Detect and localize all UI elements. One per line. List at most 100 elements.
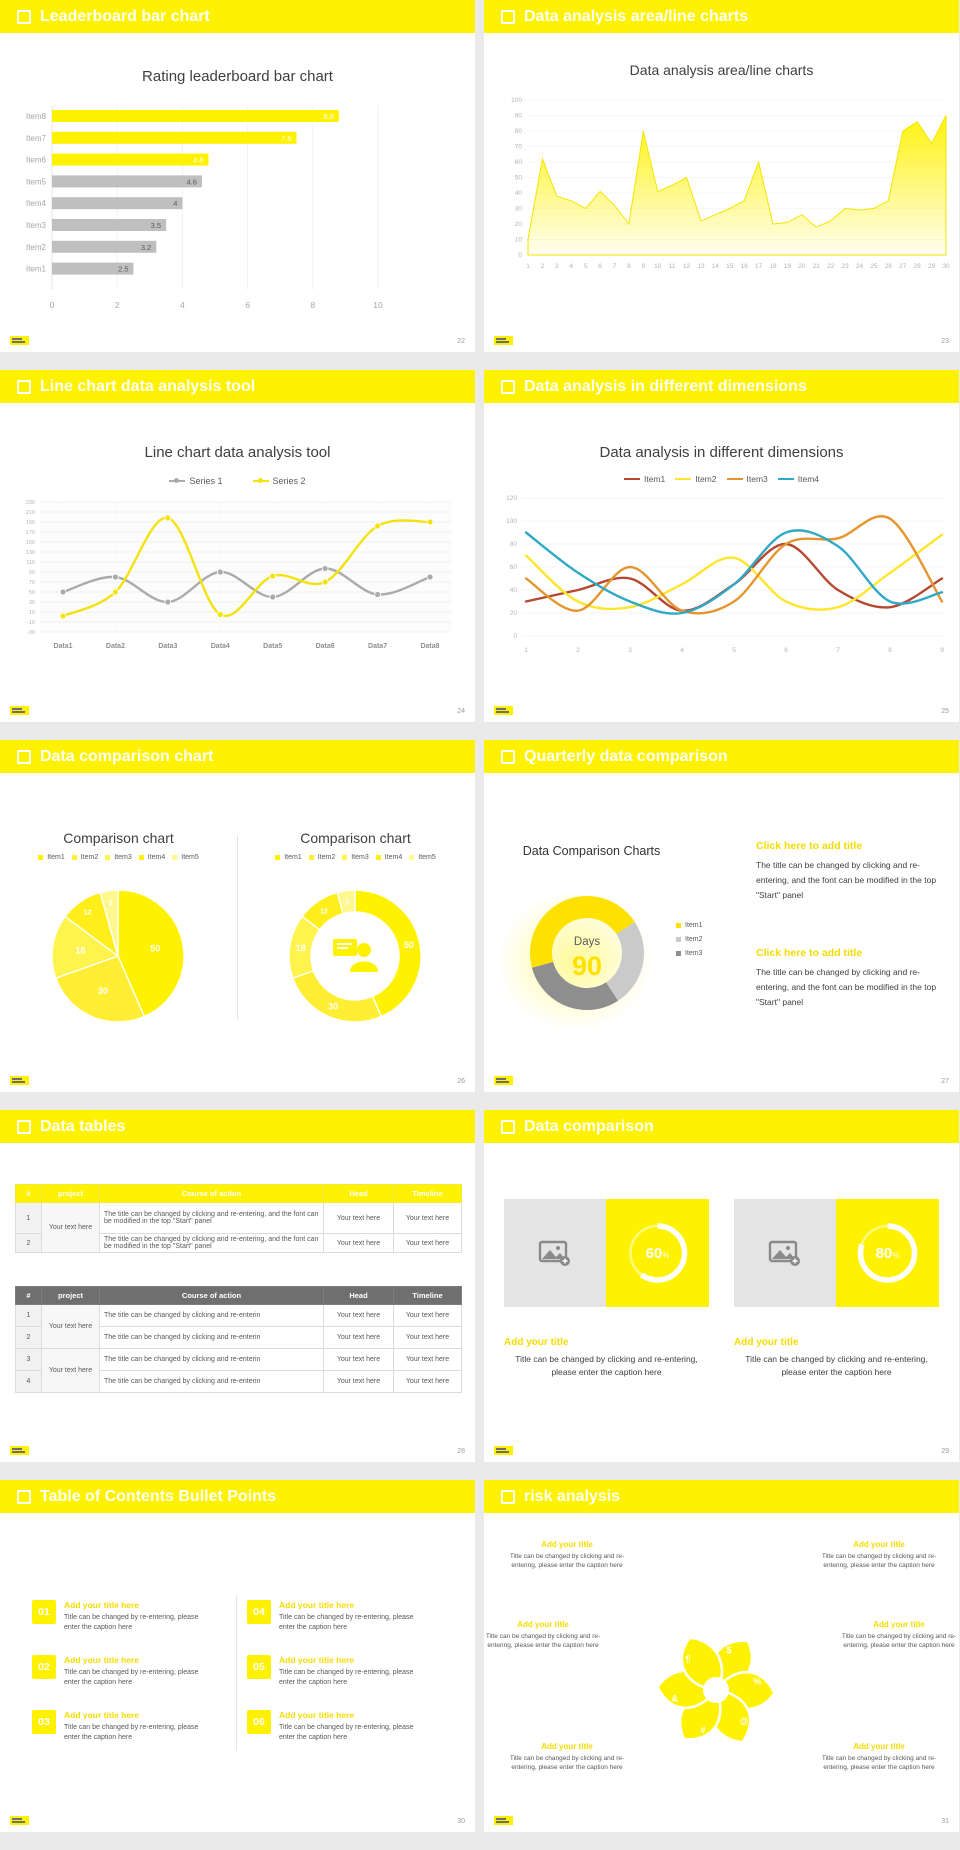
legend-item: Item1	[38, 854, 65, 861]
svg-text:7.5: 7.5	[281, 134, 291, 143]
table-yellow-container: # project Course of action Head Timeline 1 You…	[15, 1184, 462, 1253]
slide-dimensions-chart[interactable]: Data analysis in different dimensions Da…	[484, 370, 959, 722]
toc-item: Add your title here Title can be changed …	[279, 1600, 429, 1633]
svg-text:80: 80	[510, 541, 518, 548]
slide-risk-analysis[interactable]: risk analysis $% @ # & ¶ Add your title Title…	[484, 1480, 959, 1832]
legend-item: Item3	[342, 854, 369, 861]
svg-text:Data1: Data1	[53, 643, 72, 650]
svg-text:19: 19	[784, 263, 792, 270]
svg-text:6: 6	[784, 647, 788, 654]
percent-label: 80 %	[836, 1199, 939, 1307]
legend-item: Item5	[172, 854, 199, 861]
table-header-cell: Head	[323, 1184, 394, 1203]
risk-block-title: Add your title	[873, 1620, 925, 1629]
slide-data-tables[interactable]: Data tables # project Course of action Head…	[0, 1110, 475, 1462]
percent-sign: %	[662, 1251, 670, 1260]
table-cell: The title can be changed by clicking and…	[99, 1202, 324, 1234]
slide-header: Table of Contents Bullet Points	[0, 1480, 475, 1513]
svg-text:1: 1	[526, 263, 530, 270]
svg-text:0: 0	[513, 633, 517, 640]
svg-text:80: 80	[515, 128, 523, 135]
block-title: Click here to add title	[756, 840, 863, 852]
table-cell: Your text here	[393, 1233, 462, 1253]
brand-logo	[10, 336, 29, 345]
svg-text:12: 12	[84, 909, 92, 916]
svg-text:40: 40	[515, 190, 523, 197]
risk-text-block: Add your title Title can be changed by cl…	[502, 1742, 632, 1773]
percent-ring-panel: 60 %	[606, 1199, 709, 1307]
table-cell: Your text here	[323, 1202, 394, 1234]
svg-text:50: 50	[515, 175, 523, 182]
chart-legend: Item1 Item2 Item3 Item4 Item5	[0, 854, 237, 861]
slide-area-line-charts[interactable]: Data analysis area/line charts Data anal…	[484, 0, 959, 352]
slide-header-title: Quarterly data comparison	[524, 747, 728, 765]
svg-text:7: 7	[613, 263, 617, 270]
chart-icon: %	[753, 1676, 761, 1686]
svg-text:2: 2	[576, 647, 580, 654]
svg-text:Days: Days	[574, 936, 600, 948]
toc-item-title: Add your title here	[64, 1655, 140, 1665]
table-cell: Your text here	[393, 1326, 462, 1349]
svg-text:4: 4	[173, 199, 177, 208]
table-row: 2 The title can be changed by clicking an…	[15, 1233, 462, 1253]
chart-title: Rating leaderboard bar chart	[142, 68, 333, 85]
slide-leaderboard-bar-chart[interactable]: Leaderboard bar chart Rating leaderboard…	[0, 0, 475, 352]
brand-logo	[494, 336, 513, 345]
toc-item-caption: Title can be changed by re-entering, ple…	[279, 1614, 414, 1631]
svg-text:22: 22	[827, 263, 835, 270]
legend-item: Item1	[676, 922, 703, 929]
svg-text:Item6: Item6	[26, 156, 47, 165]
table-header-cell: Head	[323, 1286, 394, 1305]
percent-ring	[627, 1223, 688, 1283]
chart-title: Comparison chart	[300, 830, 411, 846]
svg-text:28: 28	[914, 263, 922, 270]
toc-item-title: Add your title here	[64, 1600, 140, 1610]
risk-block-title: Add your title	[853, 1540, 905, 1549]
svg-text:40: 40	[510, 587, 518, 594]
svg-text:20: 20	[510, 610, 518, 617]
svg-text:Item7: Item7	[26, 134, 47, 143]
chart-title: Data analysis in different dimensions	[599, 444, 844, 461]
svg-text:50: 50	[150, 943, 160, 953]
svg-text:1: 1	[524, 647, 528, 654]
page-number: 30	[457, 1818, 465, 1825]
pinwheel-diagram: $% @ # & ¶	[656, 1636, 776, 1744]
slide-header: Data comparison chart	[0, 740, 475, 773]
svg-text:16: 16	[741, 263, 749, 270]
svg-text:170: 170	[26, 530, 35, 536]
risk-block-caption: Title can be changed by clicking and re-…	[821, 1553, 937, 1570]
svg-text:100: 100	[506, 518, 517, 525]
page-number: 26	[457, 1078, 465, 1085]
slide-data-comparison-cards[interactable]: Data comparison 60 %	[484, 1110, 959, 1462]
toc-item-caption: Title can be changed by re-entering, ple…	[64, 1669, 199, 1686]
svg-text:Item2: Item2	[26, 243, 47, 252]
svg-text:5: 5	[346, 900, 350, 907]
image-placeholder	[504, 1199, 606, 1307]
svg-text:60: 60	[515, 159, 523, 166]
svg-text:5: 5	[109, 901, 113, 908]
table-row: 3 Your text here The title can be changed …	[15, 1348, 462, 1393]
brand-logo	[10, 1816, 29, 1825]
toc-item: Add your title here Title can be changed …	[64, 1710, 214, 1743]
page-number: 31	[941, 1818, 949, 1825]
risk-block-title: Add your title	[541, 1540, 593, 1549]
chart-legend: Item1 Item2 Item3 Item4 Item5	[237, 854, 474, 861]
slide-quarterly-comparison[interactable]: Quarterly data comparison Data Compariso…	[484, 740, 959, 1092]
page-number: 25	[941, 708, 949, 715]
slide-table-of-contents[interactable]: Table of Contents Bullet Points 01 Add yo…	[0, 1480, 475, 1832]
svg-text:20: 20	[515, 221, 523, 228]
image-placeholder-icon	[768, 1240, 800, 1266]
table-header-cell: Course of action	[99, 1286, 324, 1305]
toc-item-caption: Title can be changed by re-entering, ple…	[64, 1614, 199, 1631]
toc-item-title: Add your title here	[64, 1710, 140, 1720]
page-number: 27	[941, 1078, 949, 1085]
slide-line-chart-tool[interactable]: Line chart data analysis tool Line chart…	[0, 370, 475, 722]
slide-comparison-pies[interactable]: Data comparison chart Comparison chart C…	[0, 740, 475, 1092]
svg-text:7: 7	[836, 647, 840, 654]
svg-text:100: 100	[511, 97, 522, 104]
svg-text:Data2: Data2	[106, 643, 125, 650]
legend-item: Item4	[777, 474, 819, 484]
page-number: 23	[941, 338, 949, 345]
svg-text:6: 6	[598, 263, 602, 270]
